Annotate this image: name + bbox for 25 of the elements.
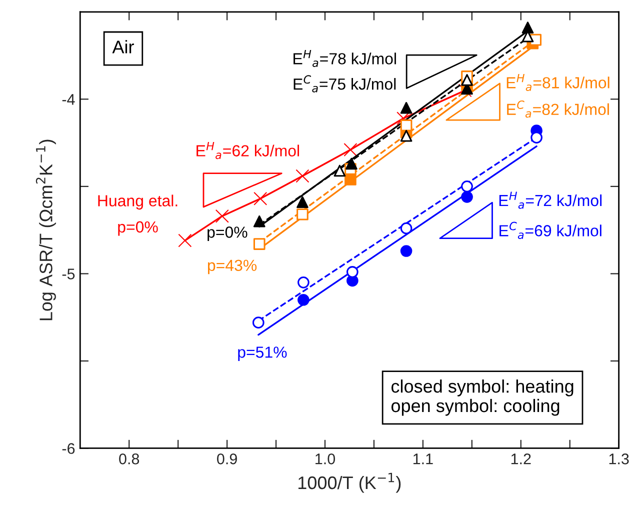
annotation: E$^{C}$$_{a}$=75 kJ/mol <box>294 75 396 92</box>
annotation: E$^{H}$$_{a}$=81 kJ/mol <box>506 74 610 91</box>
annotation: E$^{H}$$_{a}$=78 kJ/mol <box>294 50 396 67</box>
y-tick-label: -5 <box>62 268 75 280</box>
x-tick-label: 0.8 <box>119 454 140 464</box>
annotation: p=0% <box>208 226 248 241</box>
x-tick-label: 1.3 <box>609 454 629 464</box>
x-tick-label: 0.9 <box>217 454 237 464</box>
annotation: E$^{H}$$_{a}$=72 kJ/mol <box>499 192 602 209</box>
x-tick-label: 1.1 <box>413 454 433 464</box>
annotation: p=51% <box>238 346 287 361</box>
y-tick-label: -4 <box>62 94 75 105</box>
annotation: Air <box>112 40 134 54</box>
x-tick-label: 1.2 <box>511 454 531 464</box>
annotation: p=0% <box>118 221 158 236</box>
y-axis-title: Log ASR/T (Ωcm$^{2}$K$^{−1}$) <box>36 140 56 320</box>
x-tick-label: 1.0 <box>316 454 336 464</box>
annotation: E$^{H}$$_{a}$=62 kJ/mol <box>196 142 299 160</box>
y-tick-label: -6 <box>62 443 75 454</box>
x-axis-title: 1000/T (K$^{−1}$) <box>298 472 401 493</box>
annotation: E$^{C}$$_{a}$=82 kJ/mol <box>507 100 609 118</box>
annotation: p=43% <box>208 260 257 274</box>
annotation: Huang etal. <box>98 194 178 210</box>
annotation: closed symbol: heating open symbol: cooling <box>391 379 574 416</box>
annotation: E$^{C}$$_{a}$=69 kJ/mol <box>500 222 602 239</box>
